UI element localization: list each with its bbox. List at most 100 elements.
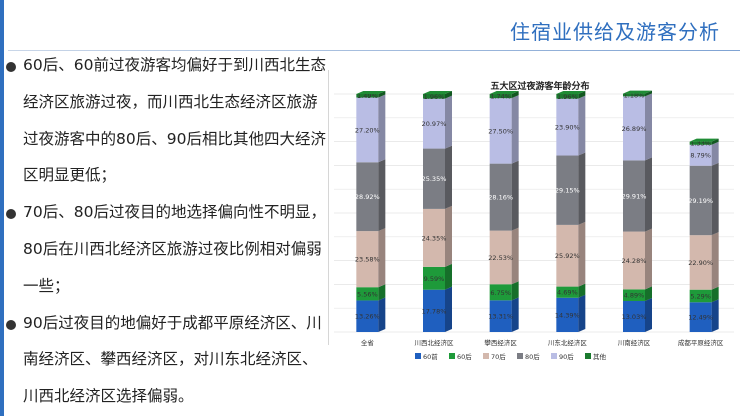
bullet-item: 90后过夜目的地偏好于成都平原经济区、川 南经济区、攀西经济区，对川东北经济区、川… <box>6 305 331 415</box>
data-label: 1.33% <box>690 140 711 148</box>
bar-top-face <box>623 90 652 94</box>
bar-segment-side <box>645 297 652 332</box>
bar-segment-side <box>711 286 719 303</box>
bar-segment <box>489 230 512 285</box>
data-label: 25.92% <box>555 252 580 260</box>
bar-segment <box>489 98 512 164</box>
data-label: 13.31% <box>488 313 513 321</box>
bar-segment <box>356 287 379 301</box>
data-label: 6.75% <box>490 289 511 297</box>
bar-segment-side <box>378 159 386 232</box>
bar-segment <box>623 93 645 97</box>
bullet-dot-icon <box>6 209 16 220</box>
bar-segment-side <box>578 283 586 298</box>
legend-label: 80后 <box>525 352 540 361</box>
bar-segment-side <box>511 95 519 164</box>
bar-segment <box>423 148 445 209</box>
legend-label: 60前 <box>423 352 438 361</box>
bar-segment-side <box>645 157 652 232</box>
bar-top-face <box>489 91 519 95</box>
bullet-item: 60后、60前过夜游客均偏好于到川西北生态 经济区旅游过夜，而川西北生态经济区旅游… <box>6 47 331 194</box>
data-label: 4.89% <box>624 292 645 300</box>
bullet-line: 90后过夜目的地偏好于成都平原经济区、川 <box>23 313 322 332</box>
data-label: 24.28% <box>622 257 647 265</box>
legend-swatch <box>415 353 421 359</box>
bar-segment-side <box>511 297 519 332</box>
bar-segment-side <box>378 94 386 163</box>
data-label: 9.59% <box>424 275 445 283</box>
bar-segment <box>623 231 645 290</box>
bar-top-face <box>556 90 586 94</box>
bar-segment <box>489 284 512 301</box>
data-label: 1.96% <box>557 93 578 101</box>
bullet-dot-icon <box>6 319 16 330</box>
bar-segment <box>356 97 379 163</box>
data-label: 1.74% <box>490 93 511 101</box>
data-label: 8.79% <box>690 152 711 160</box>
page-title: 住宿业供给及游客分析 <box>510 20 720 44</box>
data-label: 1.18% <box>624 91 645 99</box>
data-label: 14.39% <box>555 311 580 319</box>
bar-segment <box>356 162 379 232</box>
bar-segment <box>356 300 379 332</box>
data-label: 22.90% <box>688 259 713 267</box>
bar-segment-side <box>645 93 652 161</box>
bar-segment <box>623 289 645 301</box>
legend-label: 60后 <box>457 352 472 361</box>
bar-segment-side <box>378 228 386 288</box>
bar-segment-side <box>445 205 452 267</box>
bar-segment <box>423 266 445 290</box>
bar-segment <box>556 98 579 156</box>
bar-segment <box>489 94 512 99</box>
bar-segment-side <box>445 145 452 209</box>
data-label: 17.78% <box>422 307 447 315</box>
data-label: 27.50% <box>488 127 513 135</box>
bar-segment <box>556 93 579 99</box>
x-tick-label: 攀西经济区 <box>484 338 517 347</box>
bullet-line: 60后、60前过夜游客均偏好于到川西北生态 <box>23 56 326 74</box>
bar-segment <box>356 93 379 98</box>
bar-segment-side <box>578 95 586 156</box>
bullet-line: 区明显更低； <box>23 166 117 185</box>
stacked-bar-chart: 13.26% 5.56% 23.58% 28.92% 27.20% 1.49% 全省 17.7… <box>334 90 734 361</box>
bar-top-face <box>356 90 386 94</box>
bar-segment-side <box>511 91 519 99</box>
legend-label: 其他 <box>593 352 607 361</box>
x-tick-label: 川东北经济区 <box>548 338 588 347</box>
data-label: 28.16% <box>488 194 513 202</box>
bar-segment <box>623 300 645 332</box>
bar-segment <box>556 286 579 298</box>
bar-segment <box>689 302 712 332</box>
bar-segment-side <box>711 138 719 145</box>
bullet-line: 一些； <box>23 276 70 295</box>
bullet-line: 南经济区、攀西经济区，对川东北经济区、 <box>23 350 318 369</box>
bar-segment-side <box>578 90 586 99</box>
bar-segment-side <box>711 232 719 290</box>
data-label: 29.15% <box>555 187 580 195</box>
legend-label: 70后 <box>491 352 506 361</box>
data-label: 5.29% <box>690 292 711 300</box>
header-divider <box>8 50 740 51</box>
data-label: 23.90% <box>555 124 580 132</box>
bar-segment-side <box>578 221 586 287</box>
accent-bar <box>0 0 4 416</box>
bar-segment <box>689 141 712 145</box>
data-label: 13.03% <box>622 313 647 321</box>
bar-segment-side <box>445 91 452 99</box>
x-tick-label: 成都平原经济区 <box>678 338 724 347</box>
bullet-list: 60后、60前过夜游客均偏好于到川西北生态 经济区旅游过夜，而川西北生态经济区旅游… <box>6 47 331 415</box>
data-label: 29.91% <box>622 192 647 200</box>
bar-segment-side <box>711 162 719 236</box>
bar-segment <box>356 231 379 288</box>
data-label: 25.35% <box>422 175 447 183</box>
bar-segment-side <box>645 228 652 290</box>
x-tick-label: 全省 <box>361 338 375 347</box>
bullet-line: 经济区旅游过夜，而川西北生态经济区旅游 <box>23 92 318 111</box>
bar-segment <box>556 224 579 287</box>
bar-segment-side <box>511 227 519 285</box>
data-label: 28.92% <box>355 193 380 201</box>
data-label: 4.69% <box>557 289 578 297</box>
bullet-line: 川西北经济区选择偏弱。 <box>23 387 194 406</box>
bullet-dot-icon <box>6 62 16 72</box>
legend-swatch <box>585 353 591 359</box>
